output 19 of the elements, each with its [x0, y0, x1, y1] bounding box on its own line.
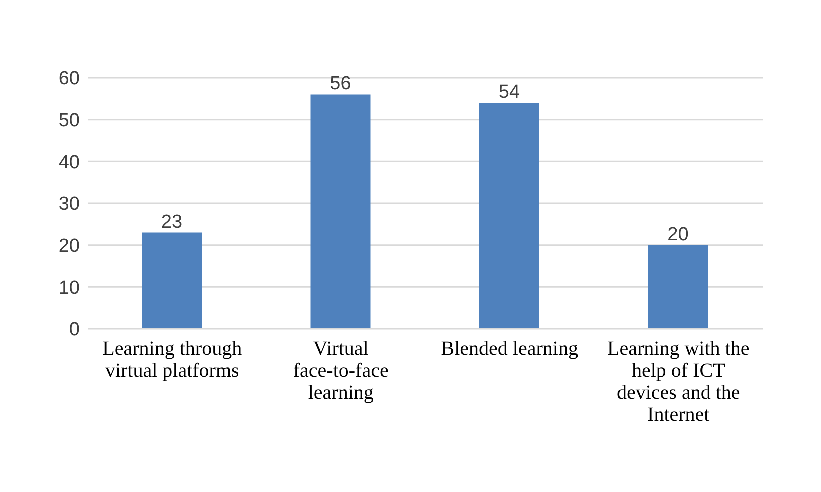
- bar: [648, 245, 708, 329]
- y-tick-label: 10: [58, 278, 80, 299]
- x-tick-label: Virtual face-to-face learning: [293, 338, 389, 404]
- bar: [142, 232, 202, 329]
- y-tick-label: 20: [58, 236, 80, 258]
- data-label: 20: [668, 224, 689, 246]
- y-tick-label: 0: [69, 320, 80, 341]
- y-tick-label: 30: [58, 194, 80, 216]
- bar: [480, 103, 540, 329]
- data-label: 56: [330, 74, 352, 95]
- y-tick-label: 40: [58, 152, 80, 174]
- data-label: 54: [498, 82, 520, 104]
- y-tick-label: 50: [58, 110, 80, 132]
- y-tick-label: 60: [58, 68, 80, 90]
- bar: [310, 94, 371, 329]
- x-tick-label: Learning through virtual platforms: [102, 338, 242, 382]
- data-label: 23: [161, 212, 183, 233]
- x-tick-label: Learning with the help of ICT devices and the Internet: [608, 338, 750, 426]
- x-tick-label: Blended learning: [441, 338, 578, 360]
